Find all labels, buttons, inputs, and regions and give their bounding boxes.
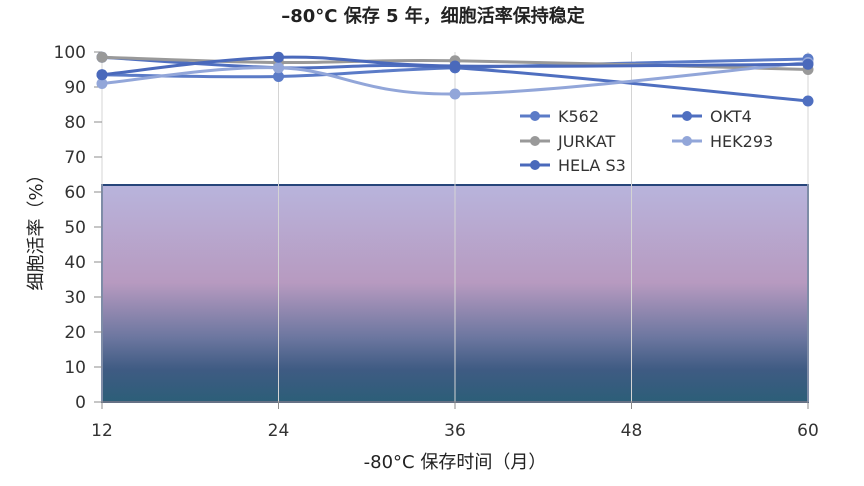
y-tick-label-7: 70 <box>64 148 86 168</box>
y-tick-label-4: 40 <box>64 253 86 273</box>
legend-label-1: OKT4 <box>710 107 752 126</box>
series-2-point-0 <box>96 51 108 63</box>
legend-marker-1 <box>682 111 692 121</box>
y-tick-label-5: 50 <box>64 218 86 238</box>
x-tick-label-2: 36 <box>444 421 466 441</box>
legend-marker-2 <box>530 136 540 146</box>
legend-label-3: HEK293 <box>710 132 773 151</box>
series-1-point-4 <box>802 95 814 107</box>
legend-marker-4 <box>530 160 540 170</box>
y-tick-label-9: 90 <box>64 78 86 98</box>
grid-layer <box>101 52 809 402</box>
y-tick-label-1: 10 <box>64 358 86 378</box>
legend-marker-3 <box>682 136 692 146</box>
x-tick-label-1: 24 <box>268 421 290 441</box>
series-4-point-0 <box>96 69 108 81</box>
series-4-point-4 <box>802 58 814 70</box>
y-tick-label-6: 60 <box>64 183 86 203</box>
legend-label-2: JURKAT <box>557 132 615 151</box>
series-line-0 <box>101 57 809 79</box>
series-3-point-2 <box>449 88 461 100</box>
series-4-point-2 <box>449 60 461 72</box>
y-tick-label-2: 20 <box>64 323 86 343</box>
series-line-3 <box>101 61 809 96</box>
series-3-point-0 <box>96 78 108 89</box>
y-tick-label-10: 100 <box>54 43 86 63</box>
series-3-point-1 <box>273 62 284 74</box>
y-tick-label-3: 30 <box>64 288 86 308</box>
x-tick-label-4: 60 <box>797 421 819 441</box>
y-tick-label-8: 80 <box>64 113 86 133</box>
y-tick-label-0: 0 <box>75 393 86 413</box>
series-line-4 <box>101 55 809 77</box>
chart-title: –80°C 保存 5 年，细胞活率保持稳定 <box>281 5 585 27</box>
axis-layer: 0 10 20 30 40 50 60 70 80 90 100 12 24 36 48 60 <box>54 43 819 441</box>
legend-marker-0 <box>530 111 540 121</box>
x-tick-label-3: 48 <box>621 421 643 441</box>
series-0-point-1 <box>273 71 284 82</box>
series-4-point-1 <box>273 51 284 63</box>
x-tick-label-0: 12 <box>91 421 113 441</box>
legend-label-4: HELA S3 <box>558 156 626 175</box>
y-axis-title: 细胞活率（%） <box>26 165 47 290</box>
legend: K562 OKT4 JURKAT HEK293 HELA S3 <box>520 107 773 175</box>
legend-label-0: K562 <box>558 107 599 126</box>
series-layer <box>96 51 814 107</box>
x-axis-title: -80°C 保存时间（月） <box>364 452 547 473</box>
